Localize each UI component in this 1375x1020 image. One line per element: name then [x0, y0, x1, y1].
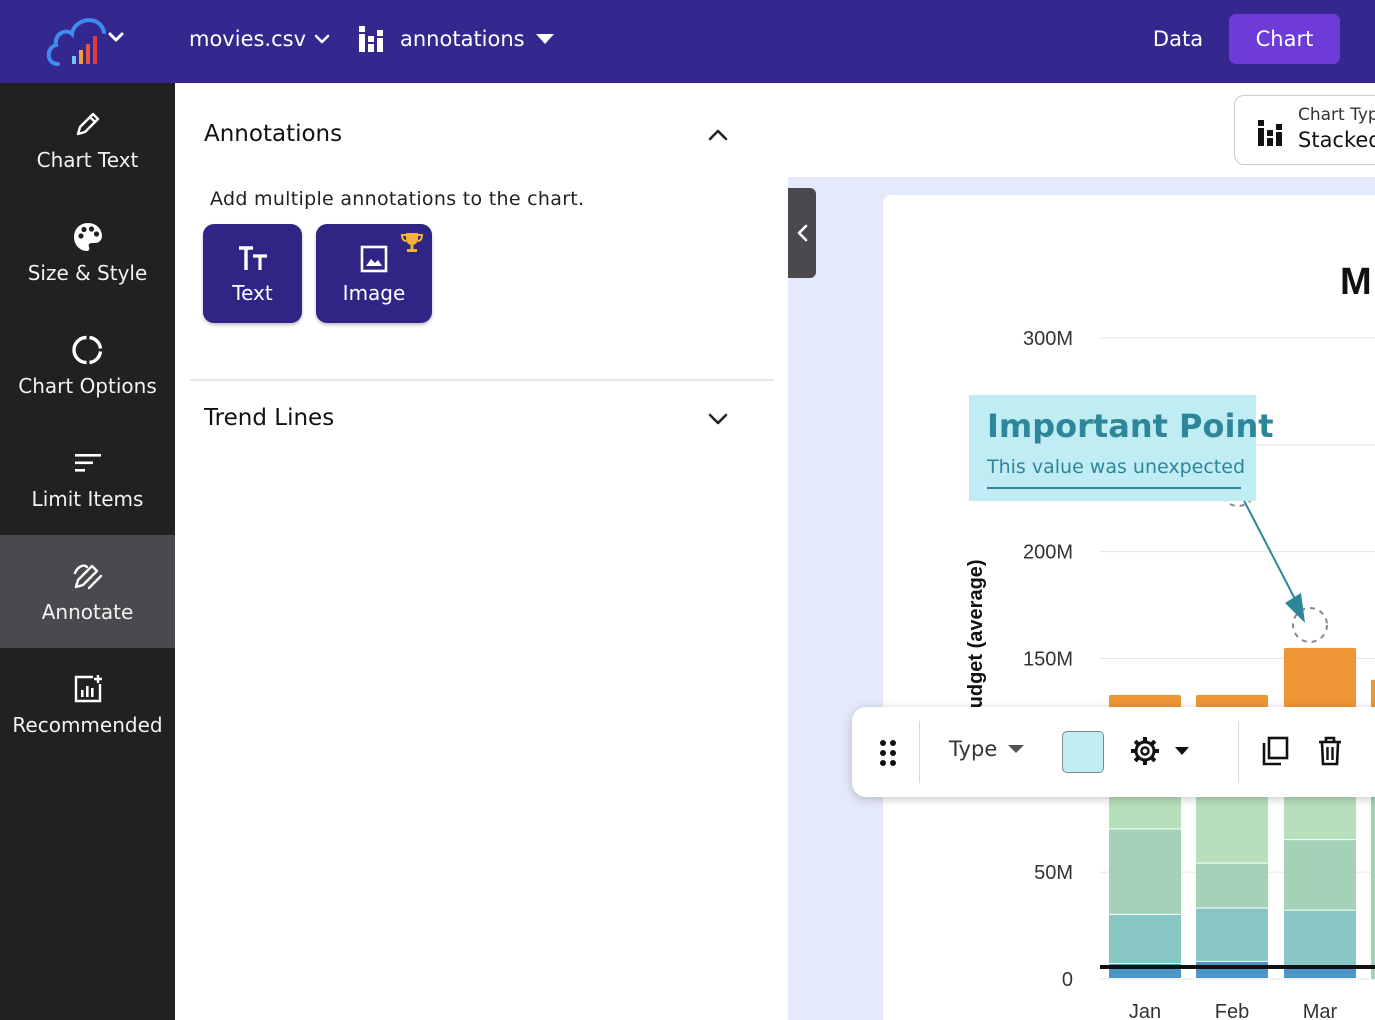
- trophy-icon: [400, 233, 424, 252]
- annotations-description: Add multiple annotations to the chart.: [210, 188, 585, 210]
- y-tick-label: 50M: [1034, 862, 1073, 884]
- annotation-subtitle[interactable]: This value was unexpected: [987, 456, 1246, 478]
- sidebar-item-label: Chart Options: [18, 373, 157, 398]
- section-divider: [190, 379, 774, 381]
- x-tick-label: Jan: [1129, 1001, 1161, 1020]
- annotation-toolbar: Type: [852, 707, 1375, 797]
- chart-tab-button[interactable]: Chart: [1229, 14, 1340, 64]
- annotation-title[interactable]: Important Point: [987, 407, 1274, 445]
- annotate-panel: Annotations Add multiple annotations to …: [175, 83, 788, 1020]
- annotation-type-dropdown[interactable]: Type: [949, 737, 1025, 761]
- sidebar-item-label: Limit Items: [31, 486, 144, 511]
- pencil-icon: [73, 108, 103, 140]
- bar-segment: [1284, 910, 1356, 966]
- bar-segment: [1196, 961, 1268, 978]
- chart-card: M 0 50M 150M 200M 300M n Budget (average) Jan Fe…: [883, 195, 1375, 1020]
- chevron-down-icon[interactable]: [707, 408, 729, 430]
- add-image-annotation-button[interactable]: Image: [316, 224, 432, 323]
- sidebar-item-size-style[interactable]: Size & Style: [0, 196, 175, 309]
- chevron-down-icon: [314, 34, 330, 44]
- y-tick-label: 200M: [1023, 542, 1073, 564]
- text-annotation[interactable]: Important Point This value was unexpecte…: [969, 395, 1274, 501]
- bar-segment: [1109, 829, 1181, 914]
- bar-segment: [1284, 966, 1356, 978]
- file-name-label: movies.csv: [189, 27, 307, 51]
- text-button-label: Text: [232, 280, 273, 305]
- sidebar-item-limit-items[interactable]: Limit Items: [0, 422, 175, 535]
- annotation-settings-dropdown[interactable]: [1130, 736, 1190, 766]
- filter-lines-icon: [73, 447, 103, 479]
- trend-lines-section-title[interactable]: Trend Lines: [204, 405, 335, 431]
- y-tick-label: 0: [1062, 969, 1073, 991]
- type-label: Type: [949, 737, 998, 761]
- text-format-icon: [237, 243, 269, 275]
- chart-title: M: [1340, 261, 1372, 303]
- chart-header-bar: Chart Type Stacked: [788, 83, 1375, 177]
- annotation-connector-line: [1237, 488, 1296, 600]
- top-navigation-bar: movies.csv annotations Data Chart: [0, 0, 1375, 83]
- left-sidebar: Chart Text Size & Style Chart Options Li…: [0, 83, 175, 1020]
- y-tick-label: 300M: [1023, 328, 1073, 350]
- x-tick-label: Feb: [1215, 1001, 1249, 1020]
- sidebar-item-chart-options[interactable]: Chart Options: [0, 309, 175, 422]
- connector-handle: [1292, 607, 1328, 643]
- caret-down-icon: [1008, 745, 1025, 753]
- collapse-panel-button[interactable]: [788, 188, 816, 278]
- chart-type-selector[interactable]: Chart Type Stacked: [1234, 95, 1375, 165]
- image-icon: [360, 243, 388, 275]
- chart-type-label: Chart Type: [1298, 105, 1375, 125]
- toolbar-separator: [1238, 721, 1239, 783]
- sidebar-item-label: Size & Style: [27, 260, 148, 285]
- chart-type-value: Stacked: [1298, 128, 1375, 152]
- dataset-name-label: annotations: [400, 27, 525, 51]
- stacked-bar-chart: M 0 50M 150M 200M 300M n Budget (average) Jan Fe…: [965, 261, 1375, 1020]
- x-tick-label: Mar: [1303, 1001, 1338, 1020]
- bar-chart-icon: [359, 26, 383, 52]
- bar-segment: [1371, 679, 1375, 979]
- sidebar-item-label: Annotate: [41, 599, 134, 624]
- image-button-label: Image: [342, 280, 406, 305]
- stacked-bar-chart-icon: [1258, 120, 1282, 146]
- duplicate-icon[interactable]: [1261, 736, 1289, 766]
- color-swatch-button[interactable]: [1062, 731, 1104, 773]
- add-text-annotation-button[interactable]: Text: [203, 224, 302, 323]
- chevron-left-icon: [797, 224, 808, 242]
- annotation-arrowhead: [1285, 593, 1305, 623]
- file-menu-dropdown[interactable]: movies.csv: [189, 24, 330, 54]
- sidebar-item-chart-text[interactable]: Chart Text: [0, 83, 175, 196]
- annotation-underline: [987, 487, 1241, 489]
- bar-segment: [1196, 908, 1268, 961]
- y-tick-label: 150M: [1023, 649, 1073, 671]
- gear-icon: [1131, 737, 1159, 765]
- caret-down-icon: [535, 34, 554, 44]
- chevron-up-icon[interactable]: [707, 124, 729, 146]
- bar-segment: [1109, 914, 1181, 964]
- circle-options-icon: [71, 334, 104, 366]
- sidebar-item-recommended[interactable]: Recommended: [0, 648, 175, 761]
- data-tab-button[interactable]: Data: [1152, 27, 1204, 51]
- bar-segment: [1196, 863, 1268, 908]
- bar-segment: [1196, 786, 1268, 863]
- palette-icon: [72, 221, 104, 253]
- sidebar-item-annotate[interactable]: Annotate: [0, 535, 175, 648]
- dataset-menu-dropdown[interactable]: annotations: [358, 24, 555, 54]
- sidebar-item-label: Recommended: [12, 712, 163, 737]
- delete-icon[interactable]: [1317, 736, 1343, 766]
- y-axis-label: n Budget (average): [965, 559, 987, 740]
- annotations-section-title: Annotations: [204, 121, 343, 147]
- bar-segment: [1284, 840, 1356, 910]
- app-logo-cloud-icon[interactable]: [44, 8, 130, 72]
- caret-down-icon: [1175, 747, 1189, 755]
- bar-segment: [1371, 679, 1375, 710]
- sidebar-item-label: Chart Text: [36, 147, 139, 172]
- annotate-icon: [72, 560, 104, 592]
- recommended-chart-icon: [73, 673, 103, 705]
- drag-handle-icon[interactable]: [878, 738, 898, 768]
- toolbar-separator: [919, 721, 920, 783]
